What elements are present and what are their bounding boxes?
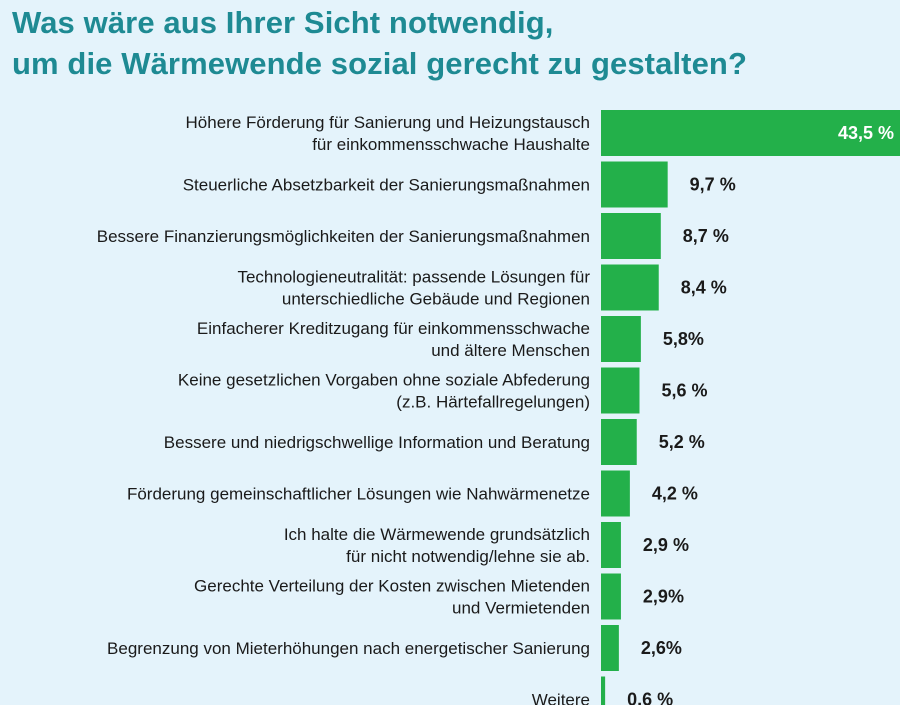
category-label-5-line-1: Einfacherer Kreditzugang für einkommenss… (197, 319, 590, 338)
category-label-7: Bessere und niedrigschwellige Informatio… (164, 433, 590, 452)
category-label-4: Technologieneutralität: passende Lösunge… (237, 268, 590, 309)
value-label-11: 2,6% (641, 638, 682, 658)
chart-title: Was wäre aus Ihrer Sicht notwendig, um d… (12, 2, 747, 84)
category-label-10: Gerechte Verteilung der Kosten zwischen … (194, 577, 590, 618)
bar-group (601, 110, 900, 705)
category-label-1-line-2: für einkommensschwache Haushalte (312, 135, 590, 154)
value-label-6: 5,6 % (661, 381, 707, 401)
value-label-2: 9,7 % (690, 175, 736, 195)
bar-9 (601, 522, 621, 568)
category-label-11: Begrenzung von Mieterhöhungen nach energ… (107, 639, 590, 658)
value-labels: 43,5 % 9,7 % 8,7 % 8,4 % 5,8% 5,6 % 5,2 % 4,2 %… (627, 123, 894, 705)
category-label-12-line-1: Weitere (532, 691, 590, 705)
category-label-11-line-1: Begrenzung von Mieterhöhungen nach energ… (107, 639, 590, 658)
category-label-3-line-1: Bessere Finanzierungsmöglichkeiten der S… (97, 227, 590, 246)
category-label-9-line-1: Ich halte die Wärmewende grundsätzlich (284, 525, 590, 544)
bar-6 (601, 367, 640, 414)
category-label-6-line-1: Keine gesetzlichen Vorgaben ohne soziale… (178, 371, 590, 390)
category-label-6-line-2: (z.B. Härtefallregelungen) (396, 393, 590, 412)
bar-3 (601, 213, 661, 259)
category-label-9: Ich halte die Wärmewende grundsätzlich fü… (284, 525, 590, 566)
chart-title-line-1: Was wäre aus Ihrer Sicht notwendig, (12, 5, 554, 40)
category-label-2-line-1: Steuerliche Absetzbarkeit der Sanierungs… (183, 176, 590, 195)
category-label-12: Weitere (532, 691, 590, 705)
value-label-10: 2,9% (643, 587, 684, 607)
category-label-7-line-1: Bessere und niedrigschwellige Informatio… (164, 433, 590, 452)
category-label-6: Keine gesetzlichen Vorgaben ohne soziale… (178, 371, 590, 412)
bar-11 (601, 625, 619, 671)
bar-1 (601, 110, 900, 156)
category-label-2: Steuerliche Absetzbarkeit der Sanierungs… (183, 176, 590, 195)
category-labels: Höhere Förderung für Sanierung und Heizu… (97, 113, 591, 705)
category-label-8-line-1: Förderung gemeinschaftlicher Lösungen wi… (127, 485, 590, 504)
value-label-3: 8,7 % (683, 226, 729, 246)
value-label-5: 5,8% (663, 329, 704, 349)
bar-2 (601, 161, 668, 208)
value-label-8: 4,2 % (652, 484, 698, 504)
category-label-9-line-2: für nicht notwendig/lehne sie ab. (346, 547, 590, 566)
value-label-4: 8,4 % (681, 278, 727, 298)
category-label-5-line-2: und ältere Menschen (431, 341, 590, 360)
bar-4 (601, 264, 659, 311)
category-label-4-line-2: unterschiedliche Gebäude und Regionen (282, 290, 590, 309)
bar-7 (601, 419, 637, 465)
value-label-7: 5,2 % (659, 432, 705, 452)
chart-title-line-2: um die Wärmewende sozial gerecht zu gest… (12, 46, 747, 81)
category-label-8: Förderung gemeinschaftlicher Lösungen wi… (127, 485, 590, 504)
category-label-10-line-2: und Vermietenden (452, 599, 590, 618)
value-label-1: 43,5 % (838, 123, 894, 143)
category-label-3: Bessere Finanzierungsmöglichkeiten der S… (97, 227, 590, 246)
bar-5 (601, 316, 641, 362)
bar-10 (601, 573, 621, 620)
category-label-1-line-1: Höhere Förderung für Sanierung und Heizu… (186, 113, 590, 132)
category-label-1: Höhere Förderung für Sanierung und Heizu… (186, 113, 590, 154)
category-label-4-line-1: Technologieneutralität: passende Lösunge… (237, 268, 590, 287)
category-label-5: Einfacherer Kreditzugang für einkommenss… (197, 319, 590, 360)
value-label-9: 2,9 % (643, 535, 689, 555)
value-label-12: 0,6 % (627, 690, 673, 705)
bar-12 (601, 676, 606, 705)
bar-8 (601, 470, 630, 517)
category-label-10-line-1: Gerechte Verteilung der Kosten zwischen … (194, 577, 590, 596)
